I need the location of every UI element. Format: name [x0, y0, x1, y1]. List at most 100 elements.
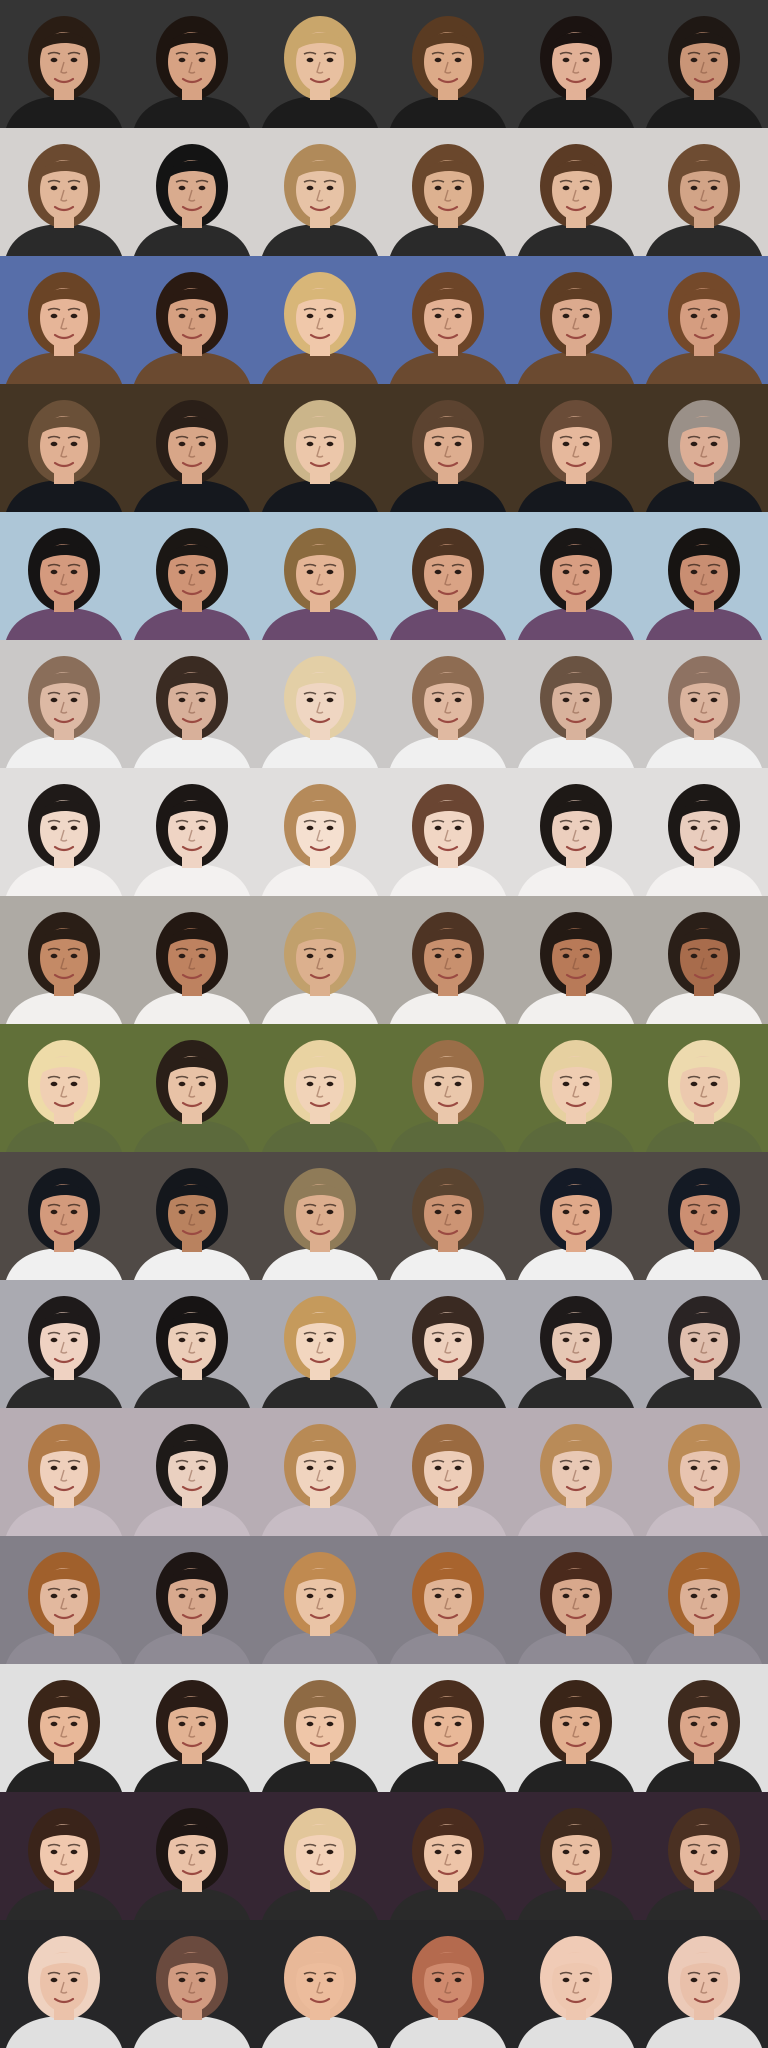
face-tile	[0, 1536, 128, 1664]
eye-right	[326, 569, 334, 575]
nose	[60, 957, 68, 970]
face-tile	[640, 512, 768, 640]
hair-fringe	[678, 288, 730, 308]
eye-right	[198, 825, 206, 831]
eye-left	[50, 441, 58, 447]
face	[296, 1056, 344, 1116]
shoulders	[518, 2016, 634, 2048]
eye-right	[70, 57, 78, 63]
mouth	[437, 77, 459, 84]
eye-right	[70, 1977, 78, 1983]
hair-fringe	[550, 672, 602, 692]
face-photo	[128, 768, 256, 896]
eye-left	[690, 697, 698, 703]
nose	[444, 1853, 452, 1866]
nose	[572, 189, 580, 202]
face-tile	[0, 1408, 128, 1536]
mouth	[565, 1101, 587, 1108]
eye-right	[198, 185, 206, 191]
nose	[572, 445, 580, 458]
face	[40, 1184, 88, 1244]
face	[40, 288, 88, 348]
shoulders	[390, 1120, 506, 1152]
face-tile	[256, 1280, 384, 1408]
face-tile	[128, 1664, 256, 1792]
shoulders	[262, 1248, 378, 1280]
eye-right	[70, 1593, 78, 1599]
brow-left	[431, 435, 445, 439]
brow-right	[451, 1075, 465, 1079]
hair-fringe	[422, 160, 474, 180]
face	[296, 672, 344, 732]
face-tile	[0, 640, 128, 768]
brow-left	[175, 563, 189, 567]
mouth	[181, 1229, 203, 1236]
eye-left	[434, 313, 442, 319]
nose	[572, 1725, 580, 1738]
face-photo	[640, 1024, 768, 1152]
eye-left	[434, 185, 442, 191]
face-tile	[512, 1664, 640, 1792]
shoulders	[390, 1760, 506, 1792]
brow-left	[431, 819, 445, 823]
face	[424, 672, 472, 732]
brow-right	[579, 435, 593, 439]
mouth	[693, 333, 715, 340]
eye-left	[50, 1721, 58, 1727]
mouth	[181, 77, 203, 84]
eye-right	[582, 1209, 590, 1215]
hair-fringe	[678, 1696, 730, 1716]
mouth	[437, 1357, 459, 1364]
brow-right	[67, 179, 81, 183]
brow-left	[175, 1459, 189, 1463]
eye-left	[690, 441, 698, 447]
brow-left	[47, 1843, 61, 1847]
face-photo	[640, 384, 768, 512]
brow-right	[67, 819, 81, 823]
brow-left	[47, 51, 61, 55]
eye-left	[50, 697, 58, 703]
brow-left	[559, 1331, 573, 1335]
face	[168, 416, 216, 476]
hair-fringe	[422, 544, 474, 564]
brow-left	[303, 435, 317, 439]
face-tile	[512, 1024, 640, 1152]
hair-fringe	[678, 1440, 730, 1460]
shoulders	[646, 1376, 762, 1408]
face	[296, 1312, 344, 1372]
brow-right	[67, 947, 81, 951]
eye-left	[434, 441, 442, 447]
face	[552, 416, 600, 476]
brow-left	[175, 1203, 189, 1207]
brow-right	[67, 1715, 81, 1719]
hair-fringe	[294, 288, 346, 308]
face-photo	[128, 1792, 256, 1920]
nose	[700, 1213, 708, 1226]
shoulders	[518, 736, 634, 768]
brow-left	[687, 1331, 701, 1335]
brow-left	[175, 179, 189, 183]
eye-left	[434, 697, 442, 703]
mouth	[693, 1997, 715, 2004]
face-tile	[384, 1152, 512, 1280]
shoulders	[262, 1760, 378, 1792]
brow-right	[67, 1203, 81, 1207]
brow-right	[195, 51, 209, 55]
mouth	[437, 461, 459, 468]
hair-fringe	[550, 1440, 602, 1460]
brow-left	[559, 51, 573, 55]
eye-right	[326, 1209, 334, 1215]
face-tile	[0, 0, 128, 128]
mouth	[437, 1229, 459, 1236]
shoulders	[390, 1504, 506, 1536]
face-photo	[0, 512, 128, 640]
mouth	[309, 1101, 331, 1108]
hair-fringe	[678, 800, 730, 820]
face-photo	[640, 640, 768, 768]
brow-left	[47, 947, 61, 951]
face-photo	[128, 1920, 256, 2048]
face	[168, 1824, 216, 1884]
nose	[60, 189, 68, 202]
brow-right	[451, 563, 465, 567]
face	[552, 1952, 600, 2012]
